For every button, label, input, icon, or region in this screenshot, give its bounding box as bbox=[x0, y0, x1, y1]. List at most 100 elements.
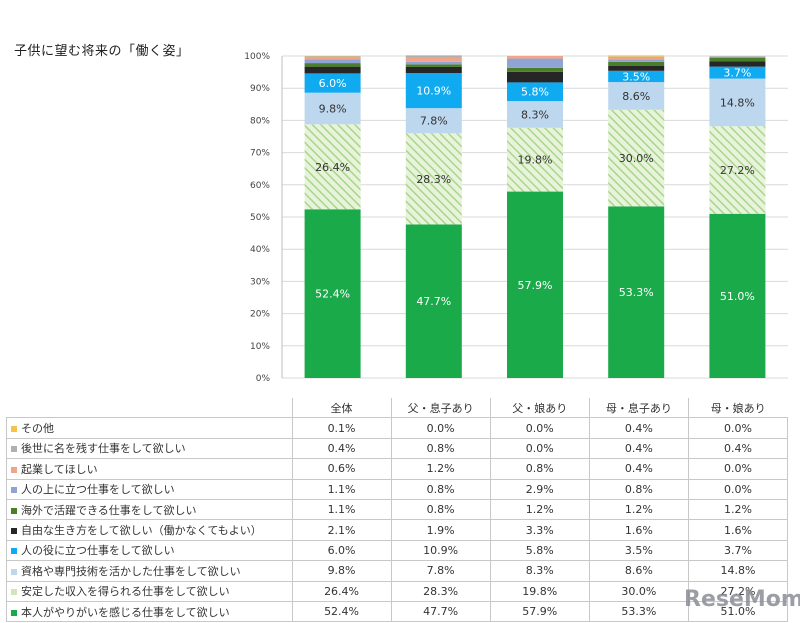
legend-swatch bbox=[11, 528, 17, 535]
table-cell: 28.3% bbox=[390, 580, 491, 602]
data-label: 3.7% bbox=[723, 67, 751, 80]
bar-segment bbox=[507, 82, 563, 102]
bar-segment bbox=[405, 61, 462, 65]
bar-segment bbox=[304, 57, 361, 60]
table-cell: 2.9% bbox=[489, 478, 590, 500]
legend-label: 人の役に立つ仕事をして欲しい bbox=[6, 539, 293, 562]
table-cell: 6.0% bbox=[291, 539, 392, 562]
table-cell: 0.8% bbox=[390, 498, 491, 521]
y-tick-label: 50% bbox=[250, 213, 270, 223]
table-cell: 5.8% bbox=[489, 539, 590, 562]
series-name: 本人がやりがいを感じる仕事をして欲しい bbox=[21, 605, 230, 619]
table-cell: 0.4% bbox=[291, 437, 392, 460]
bar-segment bbox=[304, 73, 361, 93]
table-cell: 0.0% bbox=[687, 478, 789, 500]
category-header: 父・息子あり bbox=[390, 398, 491, 418]
bar-segment bbox=[608, 59, 665, 62]
y-tick-label: 70% bbox=[250, 149, 270, 159]
table-cell: 27.2% bbox=[687, 580, 789, 602]
y-tick-label: 0% bbox=[256, 374, 271, 384]
data-label: 5.8% bbox=[521, 86, 549, 99]
legend-swatch bbox=[11, 568, 17, 575]
table-row: 本人がやりがいを感じる仕事をして欲しい 52.4% 47.7% 57.9% 53.3% 5… bbox=[6, 600, 789, 623]
category-header: 母・息子あり bbox=[588, 398, 689, 418]
bar-segment bbox=[709, 56, 766, 58]
bar-segment bbox=[405, 224, 462, 378]
bar-segment bbox=[507, 58, 563, 68]
legend-swatch bbox=[11, 609, 17, 616]
bar-segment bbox=[709, 57, 766, 62]
table-cell: 8.6% bbox=[588, 560, 689, 582]
series-name: 資格や専門技術を活かした仕事をして欲しい bbox=[21, 564, 241, 578]
legend-swatch bbox=[11, 548, 17, 555]
table-cell: 0.0% bbox=[489, 437, 590, 460]
table-row: 自由な生き方をして欲しい（働かなくてもよい） 2.1% 1.9% 3.3% 1.6% 1.… bbox=[6, 519, 789, 541]
table-cell: 0.0% bbox=[390, 417, 491, 439]
table-cell: 0.8% bbox=[390, 437, 491, 460]
bar-segment bbox=[608, 65, 665, 71]
bar-segment bbox=[709, 126, 766, 214]
bar-segment bbox=[608, 70, 665, 83]
legend-swatch bbox=[11, 589, 17, 596]
bar-segment bbox=[304, 66, 361, 74]
bar-segment bbox=[709, 66, 766, 79]
header-corner bbox=[7, 398, 293, 418]
bar-segment bbox=[608, 82, 665, 110]
legend-label: 起業してほしい bbox=[6, 458, 293, 480]
data-label: 6.0% bbox=[319, 77, 347, 90]
table-cell: 9.8% bbox=[291, 560, 392, 582]
bar-segment bbox=[608, 61, 665, 66]
bar-segment bbox=[709, 61, 766, 67]
table-row: 人の上に立つ仕事をして欲しい 1.1% 0.8% 2.9% 0.8% 0.0% bbox=[6, 478, 789, 500]
bar-segment bbox=[304, 124, 361, 210]
series-name: その他 bbox=[21, 422, 54, 436]
table-cell: 1.2% bbox=[489, 498, 590, 521]
data-label: 52.4% bbox=[315, 288, 350, 301]
data-label: 14.8% bbox=[720, 96, 755, 109]
table-cell: 47.7% bbox=[390, 600, 491, 623]
bar-segment bbox=[405, 108, 462, 134]
table-cell: 1.2% bbox=[588, 498, 689, 521]
table-cell: 2.1% bbox=[291, 519, 392, 541]
data-label: 28.3% bbox=[416, 173, 451, 186]
bar-segment bbox=[304, 92, 361, 125]
table-cell: 3.5% bbox=[588, 539, 689, 562]
bar-segment bbox=[405, 55, 462, 58]
table-cell: 0.4% bbox=[588, 437, 689, 460]
legend-label: その他 bbox=[6, 417, 293, 439]
data-label: 8.3% bbox=[521, 108, 549, 121]
bar-segment bbox=[304, 56, 361, 58]
legend-swatch bbox=[11, 487, 17, 494]
table-header-row: 全体 父・息子あり 父・娘あり 母・息子あり 母・娘あり bbox=[7, 398, 788, 418]
table-cell: 1.9% bbox=[390, 519, 491, 541]
table-cell: 0.6% bbox=[291, 458, 392, 480]
y-tick-label: 100% bbox=[244, 52, 270, 62]
table-cell: 57.9% bbox=[489, 600, 590, 623]
table-cell: 8.3% bbox=[489, 560, 590, 582]
table-cell: 0.0% bbox=[489, 417, 590, 439]
legend-label: 自由な生き方をして欲しい（働かなくてもよい） bbox=[6, 519, 293, 541]
data-table: 全体 父・息子あり 父・娘あり 母・息子あり 母・娘あり その他 0.1% 0.0% 0.0% 0… bbox=[6, 398, 789, 623]
bar-segment bbox=[507, 191, 563, 378]
table-row: その他 0.1% 0.0% 0.0% 0.4% 0.0% bbox=[6, 417, 789, 439]
data-label: 53.3% bbox=[619, 286, 654, 299]
category-header: 全体 bbox=[291, 398, 392, 418]
table-cell: 0.8% bbox=[588, 478, 689, 500]
data-label: 51.0% bbox=[720, 290, 755, 303]
bar-segment bbox=[709, 78, 766, 127]
series-name: 人の上に立つ仕事をして欲しい bbox=[21, 483, 175, 497]
legend-label: 資格や専門技術を活かした仕事をして欲しい bbox=[6, 560, 293, 582]
data-label: 3.5% bbox=[622, 70, 650, 83]
bar-segment bbox=[608, 57, 665, 60]
y-tick-label: 20% bbox=[250, 310, 270, 320]
bar-segment bbox=[709, 213, 766, 378]
table-cell: 1.6% bbox=[588, 519, 689, 541]
bar-segment bbox=[405, 133, 462, 225]
table-cell: 1.1% bbox=[291, 478, 392, 500]
bar-segment bbox=[507, 101, 563, 128]
table-cell: 53.3% bbox=[588, 600, 689, 623]
data-label: 47.7% bbox=[416, 295, 451, 308]
table-cell: 0.8% bbox=[489, 458, 590, 480]
table-row: 安定した収入を得られる仕事をして欲しい 26.4% 28.3% 19.8% 30.0% 2… bbox=[6, 580, 789, 602]
table-cell: 0.4% bbox=[687, 437, 789, 460]
